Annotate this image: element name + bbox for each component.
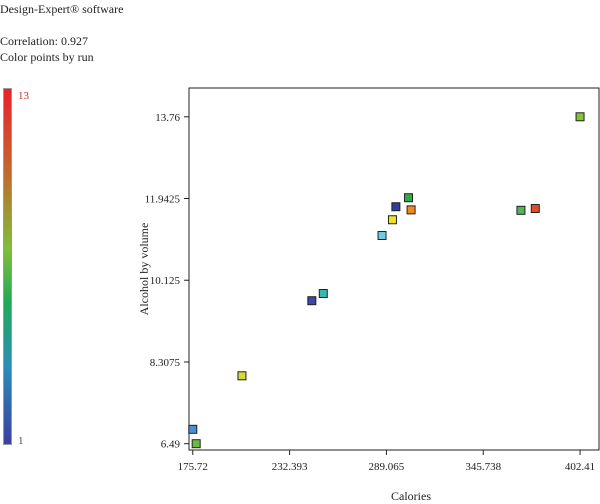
x-axis: 175.72 232.393 289.065 345.738 402.41 <box>178 450 595 473</box>
y-axis: 6.49 8.3075 10.125 11.9425 13.76 <box>145 112 189 451</box>
x-tick-label: 345.738 <box>465 461 501 473</box>
y-tick-label: 8.3075 <box>150 357 181 369</box>
software-label: Design-Expert® software <box>0 2 124 16</box>
y-tick-label: 6.49 <box>161 439 181 451</box>
data-point <box>307 296 317 306</box>
y-axis-label: Alcohol by volume <box>137 223 151 316</box>
y-tick-label: 11.9425 <box>145 194 181 206</box>
correlation-label: Correlation: 0.927 <box>0 34 88 48</box>
y-tick-label: 13.76 <box>155 112 180 124</box>
data-point <box>391 202 401 212</box>
data-point <box>188 424 198 434</box>
data-point <box>377 230 387 240</box>
x-tick-label: 175.72 <box>178 461 208 473</box>
colorbar <box>3 88 12 445</box>
colorbar-max-label: 13 <box>18 90 29 102</box>
data-point <box>191 439 201 449</box>
y-tick-label: 10.125 <box>150 275 181 287</box>
data-point <box>530 204 540 214</box>
data-point <box>575 112 585 122</box>
data-point <box>406 205 416 215</box>
data-points <box>188 112 585 449</box>
data-point <box>404 193 414 203</box>
data-point <box>237 371 247 381</box>
x-tick-label: 402.41 <box>565 461 595 473</box>
data-point <box>516 205 526 215</box>
x-tick-label: 289.065 <box>369 461 405 473</box>
colorbar-min-label: 1 <box>18 435 24 447</box>
x-tick-label: 232.393 <box>272 461 308 473</box>
color-points-by-label: Color points by run <box>0 50 94 64</box>
data-point <box>318 289 328 299</box>
x-axis-label: Calories <box>391 489 431 503</box>
data-point <box>387 215 397 225</box>
plot-frame <box>188 87 600 451</box>
